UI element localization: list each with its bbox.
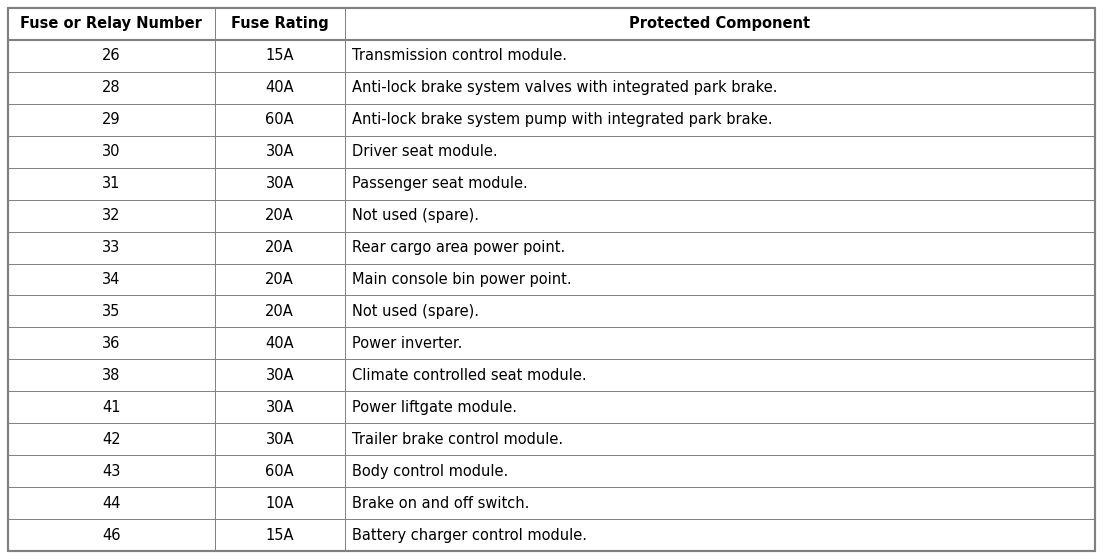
Text: Main console bin power point.: Main console bin power point.	[352, 272, 571, 287]
Text: Protected Component: Protected Component	[630, 16, 811, 31]
Text: 10A: 10A	[266, 496, 295, 510]
Text: 20A: 20A	[266, 208, 295, 223]
Text: 20A: 20A	[266, 304, 295, 319]
Text: 30A: 30A	[266, 176, 295, 191]
Text: 43: 43	[103, 463, 120, 479]
Text: 33: 33	[103, 240, 120, 255]
Text: Rear cargo area power point.: Rear cargo area power point.	[352, 240, 565, 255]
Text: Trailer brake control module.: Trailer brake control module.	[352, 432, 564, 447]
Text: Climate controlled seat module.: Climate controlled seat module.	[352, 368, 587, 383]
Text: 20A: 20A	[266, 240, 295, 255]
Text: 20A: 20A	[266, 272, 295, 287]
Text: Passenger seat module.: Passenger seat module.	[352, 176, 527, 191]
Text: 30: 30	[101, 144, 120, 159]
Text: 29: 29	[101, 112, 120, 127]
Text: Transmission control module.: Transmission control module.	[352, 49, 567, 63]
Text: 35: 35	[103, 304, 120, 319]
Text: 60A: 60A	[266, 463, 295, 479]
Text: 42: 42	[101, 432, 120, 447]
Text: 46: 46	[101, 528, 120, 543]
Text: 40A: 40A	[266, 336, 295, 351]
Text: 15A: 15A	[266, 528, 295, 543]
Text: Not used (spare).: Not used (spare).	[352, 304, 479, 319]
Text: 60A: 60A	[266, 112, 295, 127]
Text: Anti-lock brake system valves with integrated park brake.: Anti-lock brake system valves with integ…	[352, 80, 778, 96]
Text: Body control module.: Body control module.	[352, 463, 508, 479]
Text: 32: 32	[101, 208, 120, 223]
Text: 30A: 30A	[266, 432, 295, 447]
Text: Fuse Rating: Fuse Rating	[231, 16, 329, 31]
Text: 41: 41	[101, 400, 120, 415]
Text: 28: 28	[101, 80, 120, 96]
Text: 30A: 30A	[266, 144, 295, 159]
Text: 36: 36	[103, 336, 120, 351]
Bar	[8, 8, 1095, 40]
Text: Battery charger control module.: Battery charger control module.	[352, 528, 587, 543]
Text: Brake on and off switch.: Brake on and off switch.	[352, 496, 529, 510]
Text: 40A: 40A	[266, 80, 295, 96]
Text: Fuse or Relay Number: Fuse or Relay Number	[20, 16, 202, 31]
Text: 31: 31	[103, 176, 120, 191]
Text: 26: 26	[101, 49, 120, 63]
Text: Power inverter.: Power inverter.	[352, 336, 462, 351]
Text: 38: 38	[103, 368, 120, 383]
Text: 30A: 30A	[266, 368, 295, 383]
Text: 34: 34	[103, 272, 120, 287]
Text: Not used (spare).: Not used (spare).	[352, 208, 479, 223]
Text: 15A: 15A	[266, 49, 295, 63]
Text: Power liftgate module.: Power liftgate module.	[352, 400, 517, 415]
Text: Anti-lock brake system pump with integrated park brake.: Anti-lock brake system pump with integra…	[352, 112, 772, 127]
Text: 30A: 30A	[266, 400, 295, 415]
Text: 44: 44	[101, 496, 120, 510]
Text: Driver seat module.: Driver seat module.	[352, 144, 497, 159]
